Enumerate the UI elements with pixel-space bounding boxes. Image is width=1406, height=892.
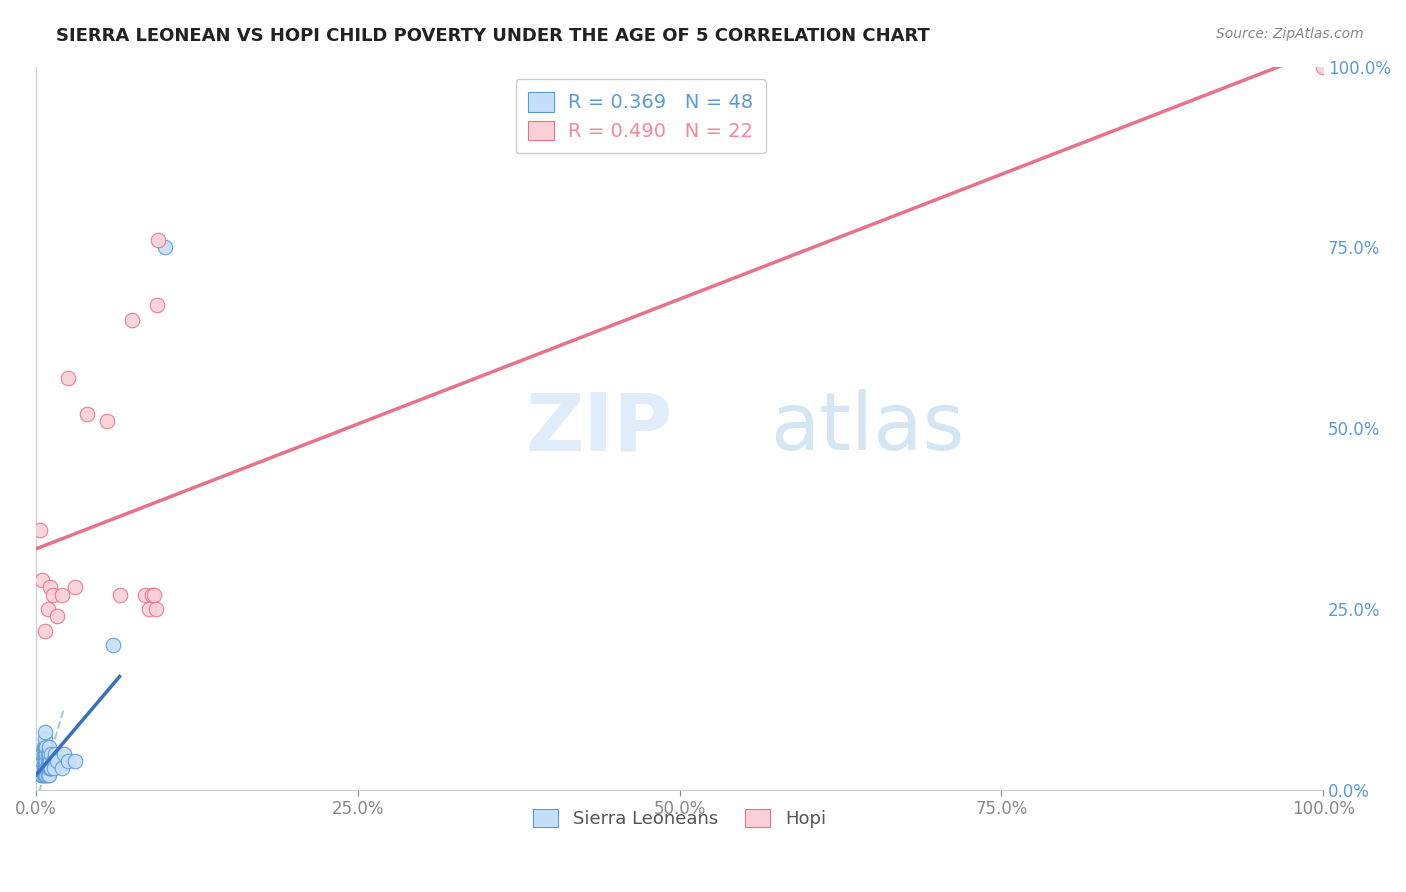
Point [134,588,156,602]
Point [145,602,167,616]
Point [35,747,58,761]
Text: ZIP: ZIP [524,389,672,467]
Point [34,739,56,754]
Point [32,739,55,754]
Point [39,581,62,595]
Point [96,414,118,428]
Point [101,638,124,652]
Point [37,747,59,761]
Point [32,747,55,761]
Text: SIERRA LEONEAN VS HOPI CHILD POVERTY UNDER THE AGE OF 5 CORRELATION CHART: SIERRA LEONEAN VS HOPI CHILD POVERTY UND… [56,27,931,45]
Point [34,768,56,782]
Point [53,747,76,761]
Point [35,768,58,782]
Point [153,240,176,254]
Point [108,588,131,602]
Legend: Sierra Leoneans, Hopi: Sierra Leoneans, Hopi [526,801,834,835]
Point [39,754,62,768]
Point [51,761,73,775]
Point [56,370,79,384]
Point [34,624,56,638]
Point [45,754,67,768]
Point [38,754,60,768]
Point [31,761,53,775]
Point [35,754,58,768]
Point [121,312,143,326]
Point [138,602,160,616]
Point [31,747,53,761]
Point [34,754,56,768]
Point [39,761,62,775]
Point [34,761,56,775]
Point [32,768,55,782]
Point [38,739,60,754]
Point [32,761,55,775]
Point [41,761,63,775]
Point [143,588,166,602]
Point [76,407,98,421]
Point [41,747,63,761]
Text: Source: ZipAtlas.com: Source: ZipAtlas.com [1216,27,1364,41]
Point [63,581,86,595]
Point [28,523,51,537]
Point [34,761,56,775]
Point [34,747,56,761]
Point [146,298,169,312]
Point [30,768,52,782]
Point [37,768,59,782]
Point [34,732,56,747]
Text: atlas: atlas [769,389,965,467]
Point [42,761,65,775]
Point [41,588,63,602]
Point [38,747,60,761]
Point [141,588,163,602]
Point [32,754,55,768]
Point [38,768,60,782]
Point [34,725,56,739]
Point [44,747,66,761]
Point [35,739,58,754]
Point [31,573,53,587]
Point [31,754,53,768]
Point [31,768,53,782]
Point [28,761,51,775]
Point [148,233,170,247]
Point [37,761,59,775]
Point [37,602,59,616]
Point [41,754,63,768]
Point [51,588,73,602]
Point [35,761,58,775]
Point [30,754,52,768]
Point [45,609,67,624]
Point [37,754,59,768]
Point [1312,60,1334,74]
Point [38,761,60,775]
Point [63,754,86,768]
Point [56,754,79,768]
